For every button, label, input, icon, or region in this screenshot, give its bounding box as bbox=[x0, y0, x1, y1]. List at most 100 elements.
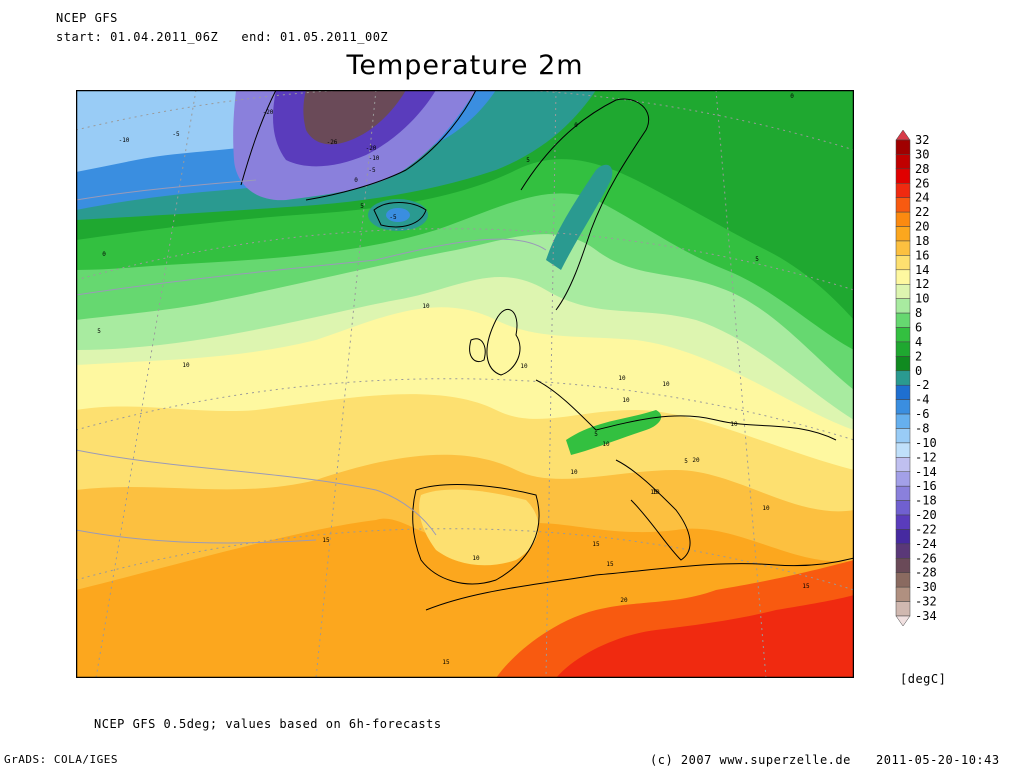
legend-label: -14 bbox=[915, 465, 937, 479]
contour-label: 10 bbox=[762, 505, 770, 512]
contour-label: 10 bbox=[618, 375, 626, 382]
contour-label: 0 bbox=[102, 251, 106, 258]
scandinavia-coast bbox=[520, 98, 650, 311]
legend-label: 14 bbox=[915, 263, 929, 277]
legend-label: -18 bbox=[915, 494, 937, 508]
contour-label: -10 bbox=[119, 137, 130, 144]
legend-label: -26 bbox=[915, 551, 937, 565]
legend-label: -32 bbox=[915, 595, 937, 609]
north-africa-coast bbox=[425, 557, 854, 611]
legend-label: 28 bbox=[915, 162, 929, 176]
italy-coast bbox=[615, 459, 691, 561]
legend-color-box bbox=[895, 168, 911, 184]
legend-color-box bbox=[895, 500, 911, 516]
contour-label: 15 bbox=[650, 489, 658, 496]
legend-label: -12 bbox=[915, 450, 937, 464]
legend-color-box bbox=[895, 384, 911, 400]
map-frame bbox=[76, 90, 854, 678]
contour-label: 15 bbox=[802, 583, 810, 590]
map-title: Temperature 2m bbox=[346, 50, 584, 81]
legend-bottom-arrow bbox=[895, 615, 911, 627]
contour-label: 10 bbox=[422, 303, 430, 310]
legend-color-box bbox=[895, 428, 911, 444]
legend-color-box bbox=[895, 558, 911, 573]
legend-color-box bbox=[895, 356, 911, 372]
contour-label: 10 bbox=[182, 362, 190, 369]
legend-label: -4 bbox=[915, 393, 929, 407]
legend-color-box bbox=[895, 586, 911, 602]
contour-label: 10 bbox=[622, 397, 630, 404]
legend-label: 20 bbox=[915, 220, 929, 234]
legend-label: 16 bbox=[915, 248, 929, 262]
contour-label: 5 bbox=[684, 458, 688, 465]
legend-color-box bbox=[895, 298, 911, 314]
legend-label: -22 bbox=[915, 522, 937, 536]
iberia-coast bbox=[412, 484, 540, 585]
legend-color-box bbox=[895, 226, 911, 242]
iberia-interior-cooler bbox=[419, 489, 539, 566]
contour-label: 15 bbox=[592, 541, 600, 548]
software-credit: GrADS: COLA/IGES bbox=[4, 753, 118, 766]
color-legend: 32302826242220181614121086420-2-4-6-8-10… bbox=[895, 130, 937, 627]
legend-top-arrow bbox=[895, 130, 911, 141]
contour-label: 5 bbox=[97, 328, 101, 335]
europe-mainland-coast bbox=[535, 379, 837, 441]
legend-label: 0 bbox=[915, 364, 922, 378]
legend-label: -8 bbox=[915, 421, 929, 435]
contour-label: 5 bbox=[526, 157, 530, 164]
legend-color-box bbox=[895, 341, 911, 357]
legend-color-box bbox=[895, 312, 911, 328]
data-source-note: NCEP GFS 0.5deg; values based on 6h-fore… bbox=[94, 717, 442, 731]
legend-color-box bbox=[895, 485, 911, 501]
legend-color-box bbox=[895, 183, 911, 198]
legend-label: -30 bbox=[915, 580, 937, 594]
legend-color-box bbox=[895, 269, 911, 285]
legend-color-box bbox=[895, 442, 911, 458]
legend-color-box bbox=[895, 601, 911, 617]
coastlines bbox=[240, 90, 854, 611]
legend-color-box bbox=[895, 529, 911, 545]
model-name: NCEP GFS bbox=[56, 11, 118, 25]
isotherms bbox=[76, 179, 547, 544]
contour-label: 0 bbox=[790, 93, 794, 100]
contour-label: -10 bbox=[369, 155, 380, 162]
alps-cool-region bbox=[566, 410, 662, 455]
contour-label: 15 bbox=[322, 537, 330, 544]
ireland-coast bbox=[469, 338, 486, 363]
legend-color-box bbox=[895, 471, 911, 487]
contour-label: -20 bbox=[366, 145, 377, 152]
contour-label: 20 bbox=[692, 457, 700, 464]
legend-color-box bbox=[895, 240, 911, 256]
contour-label: 10 bbox=[602, 441, 610, 448]
legend-label: -2 bbox=[915, 378, 929, 392]
legend-label: 30 bbox=[915, 147, 929, 161]
legend-label: 24 bbox=[915, 191, 929, 205]
contour-label: 10 bbox=[472, 555, 480, 562]
contour-label: 5 bbox=[360, 203, 364, 210]
britain-coast bbox=[486, 308, 521, 376]
legend-color-box bbox=[895, 154, 911, 170]
legend-label: 18 bbox=[915, 234, 929, 248]
legend-label: 10 bbox=[915, 292, 929, 306]
contour-label: 10 bbox=[662, 381, 670, 388]
legend-color-box bbox=[895, 255, 911, 271]
contour-label: 15 bbox=[442, 659, 450, 666]
greenland-west-coast bbox=[240, 90, 277, 186]
forecast-period: start: 01.04.2011_06Z end: 01.05.2011_00… bbox=[56, 30, 389, 44]
contour-label: 20 bbox=[620, 597, 628, 604]
legend-label: 22 bbox=[915, 205, 929, 219]
legend-unit: [degC] bbox=[900, 672, 947, 686]
contour-label: 10 bbox=[570, 469, 578, 476]
sahara-hottest-region bbox=[556, 595, 854, 678]
legend-label: 12 bbox=[915, 277, 929, 291]
legend-label: 26 bbox=[915, 176, 929, 190]
greenland-east-coast bbox=[305, 90, 477, 201]
legend-label: -20 bbox=[915, 508, 937, 522]
legend-label: 8 bbox=[915, 306, 922, 320]
contour-label: -5 bbox=[368, 167, 376, 174]
legend-color-box bbox=[895, 211, 911, 227]
timestamp: 2011-05-20-10:43 bbox=[876, 753, 1000, 767]
legend-label: -6 bbox=[915, 407, 929, 421]
contour-label: 5 bbox=[594, 431, 598, 438]
contour-label: 0 bbox=[574, 122, 578, 129]
